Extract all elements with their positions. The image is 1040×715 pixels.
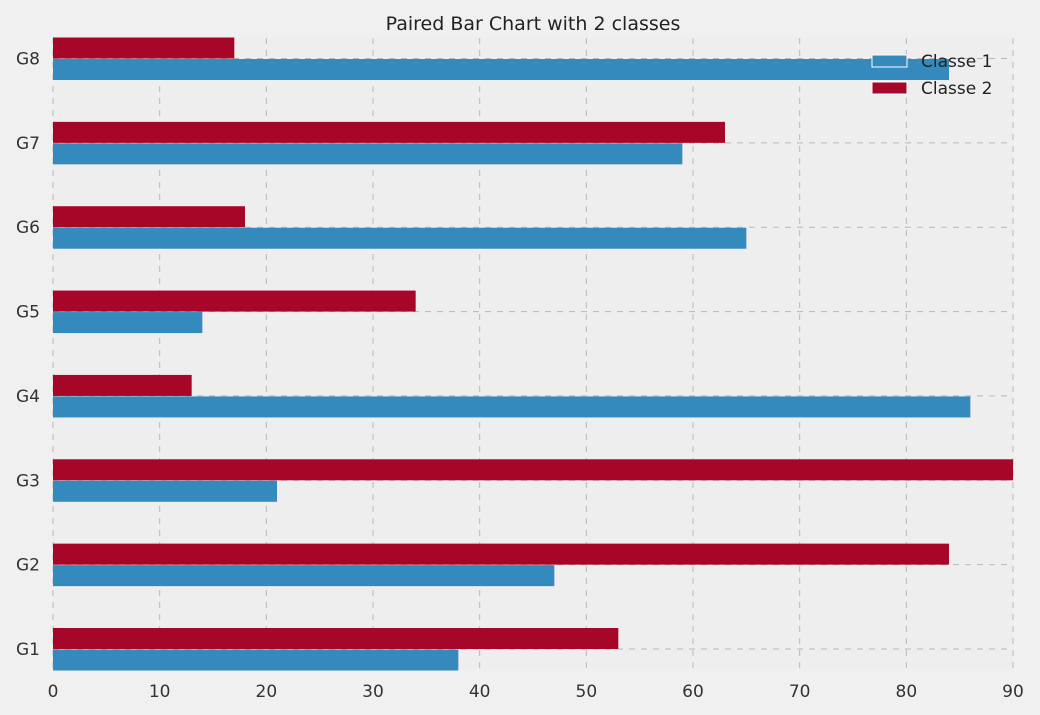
legend: Classe 1 Classe 2: [871, 52, 992, 99]
bars: [53, 37, 1013, 671]
x-tick-label: 20: [256, 682, 278, 702]
bar-classe-1-g3: [53, 480, 277, 502]
legend-label-1: Classe 1: [921, 52, 992, 72]
bar-classe-1-g2: [53, 565, 555, 587]
y-tick-label: G3: [16, 471, 40, 491]
y-tick-label: G5: [16, 303, 40, 323]
y-tick-label: G2: [16, 556, 40, 576]
bar-classe-2-g8: [53, 37, 235, 59]
bar-classe-2-g7: [53, 121, 725, 143]
bar-classe-1-g5: [53, 312, 203, 334]
bar-classe-2-g1: [53, 628, 619, 649]
bar-classe-2-g3: [53, 459, 1013, 481]
x-tick-label: 80: [896, 682, 918, 702]
bar-classe-1-g7: [53, 143, 683, 165]
y-tick-label: G6: [16, 218, 40, 238]
y-axis-ticks: G1 G2 G3 G4 G5 G6 G7 G8: [16, 50, 40, 661]
bar-classe-1-g6: [53, 227, 747, 249]
x-tick-label: 10: [149, 682, 171, 702]
x-axis-ticks: 0 10 20 30 40 50 60 70 80 90: [48, 682, 1024, 702]
y-tick-label: G7: [16, 134, 40, 154]
x-tick-label: 60: [682, 682, 704, 702]
x-tick-label: 30: [362, 682, 384, 702]
bar-classe-2-g4: [53, 374, 192, 396]
y-tick-label: G4: [16, 387, 40, 407]
x-tick-label: 0: [48, 682, 59, 702]
bar-classe-1-g4: [53, 396, 971, 418]
y-tick-label: G1: [16, 640, 40, 660]
legend-label-2: Classe 2: [921, 79, 992, 99]
bar-classe-1-g8: [53, 59, 949, 80]
chart-title: Paired Bar Chart with 2 classes: [386, 13, 681, 35]
bar-classe-2-g2: [53, 543, 949, 565]
x-tick-label: 70: [789, 682, 811, 702]
x-tick-label: 90: [1002, 682, 1024, 702]
legend-swatch-1: [871, 54, 908, 68]
bar-classe-2-g5: [53, 290, 416, 312]
y-tick-label: G8: [16, 50, 40, 70]
bar-classe-1-g1: [53, 649, 459, 671]
x-tick-label: 40: [469, 682, 491, 702]
x-tick-label: 50: [576, 682, 598, 702]
legend-swatch-2: [871, 81, 908, 95]
bar-classe-2-g6: [53, 206, 245, 228]
